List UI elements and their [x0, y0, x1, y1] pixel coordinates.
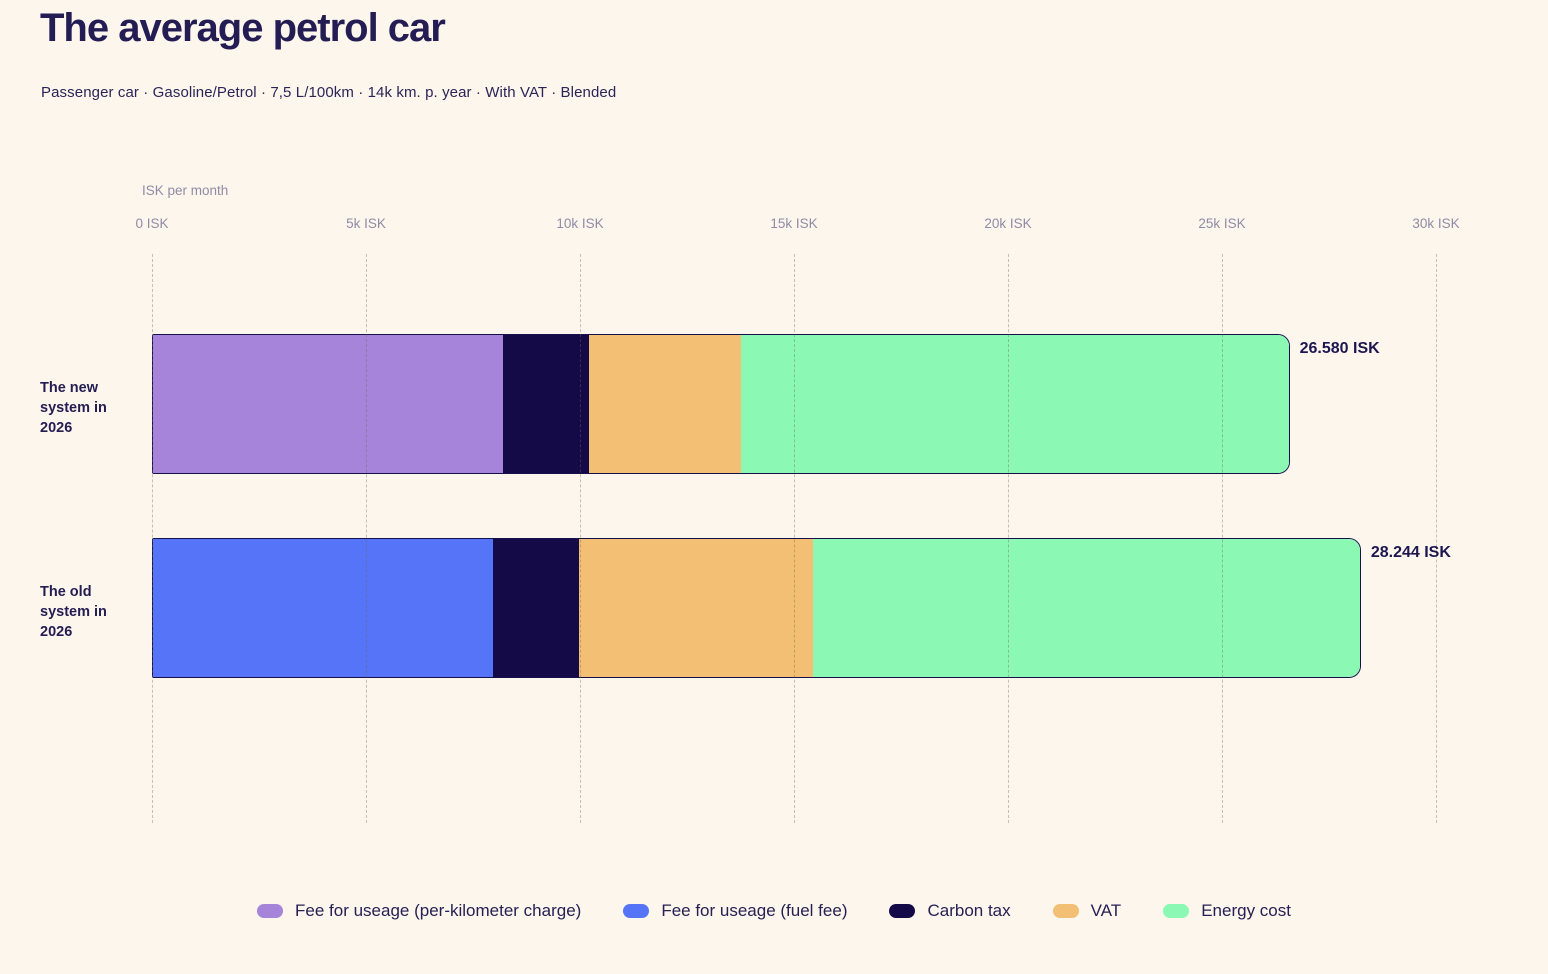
- legend-swatch: [257, 904, 284, 918]
- bar-segment-carbon-tax[interactable]: [492, 539, 579, 677]
- x-tick-label: 15k ISK: [770, 216, 818, 231]
- legend-item-vat[interactable]: VAT: [1052, 901, 1122, 921]
- bar-segment-vat[interactable]: [578, 539, 813, 677]
- x-tick-label: 10k ISK: [556, 216, 604, 231]
- bar-category-label: The new system in 2026: [40, 380, 107, 436]
- page-title: The average petrol car: [40, 6, 446, 50]
- bar-segment-fee-for-useage-per-kilometer-charge[interactable]: [153, 335, 503, 473]
- axis-title: ISK per month: [142, 183, 229, 198]
- bar-total-label: 28.244 ISK: [1370, 544, 1451, 561]
- legend-label: Energy cost: [1201, 901, 1291, 920]
- legend-label: Fee for useage (fuel fee): [661, 901, 848, 920]
- bar-segment-energy-cost[interactable]: [812, 539, 1360, 677]
- x-tick-label: 30k ISK: [1412, 216, 1460, 231]
- gridline: [152, 254, 153, 823]
- x-tick-label: 5k ISK: [346, 216, 386, 231]
- x-tick-label: 0 ISK: [135, 216, 169, 231]
- bar-total-label: 26.580 ISK: [1299, 340, 1380, 357]
- bar-segment-carbon-tax[interactable]: [502, 335, 589, 473]
- legend-swatch: [623, 904, 650, 918]
- legend-item-energy-cost[interactable]: Energy cost: [1163, 901, 1291, 921]
- gridline: [1222, 254, 1223, 823]
- gridline: [1008, 254, 1009, 823]
- gridline: [794, 254, 795, 823]
- legend-label: Carbon tax: [927, 901, 1011, 920]
- gridline: [580, 254, 581, 823]
- bar-the-new-system-in-2026: [152, 334, 1290, 474]
- x-tick-label: 20k ISK: [984, 216, 1032, 231]
- legend-item-carbon-tax[interactable]: Carbon tax: [889, 901, 1011, 921]
- gridline: [1436, 254, 1437, 823]
- x-tick-label: 25k ISK: [1198, 216, 1246, 231]
- legend-swatch: [889, 904, 916, 918]
- bar-segment-fee-for-useage-fuel-fee[interactable]: [153, 539, 493, 677]
- bar-the-old-system-in-2026: [152, 538, 1361, 678]
- page-subtitle: Passenger car · Gasoline/Petrol · 7,5 L/…: [41, 84, 617, 101]
- chart-legend: Fee for useage (per-kilometer charge) Fee…: [0, 901, 1548, 921]
- legend-item-fee-for-useage-fuel-fee[interactable]: Fee for useage (fuel fee): [623, 901, 847, 921]
- bar-category-label: The old system in 2026: [40, 584, 107, 640]
- legend-swatch: [1052, 904, 1079, 918]
- legend-item-fee-for-useage-per-kilometer-charge[interactable]: Fee for useage (per-kilometer charge): [257, 901, 581, 921]
- legend-swatch: [1163, 904, 1190, 918]
- bar-segment-vat[interactable]: [588, 335, 742, 473]
- legend-label: Fee for useage (per-kilometer charge): [295, 901, 582, 920]
- bar-segment-energy-cost[interactable]: [741, 335, 1289, 473]
- gridline: [366, 254, 367, 823]
- legend-label: VAT: [1090, 901, 1122, 920]
